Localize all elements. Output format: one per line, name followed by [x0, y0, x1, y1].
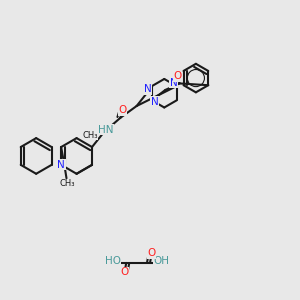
Text: O: O: [147, 248, 156, 258]
Text: N: N: [151, 97, 159, 107]
Text: CH₃: CH₃: [59, 179, 75, 188]
Text: O: O: [173, 71, 181, 81]
Text: OH: OH: [153, 256, 169, 266]
Text: HO: HO: [105, 256, 121, 266]
Text: CH₃: CH₃: [82, 130, 98, 140]
Text: N: N: [144, 84, 152, 94]
Text: HN: HN: [98, 125, 113, 135]
Text: N: N: [170, 77, 178, 88]
Text: O: O: [121, 268, 129, 278]
Text: N: N: [57, 160, 65, 170]
Text: O: O: [118, 106, 127, 116]
